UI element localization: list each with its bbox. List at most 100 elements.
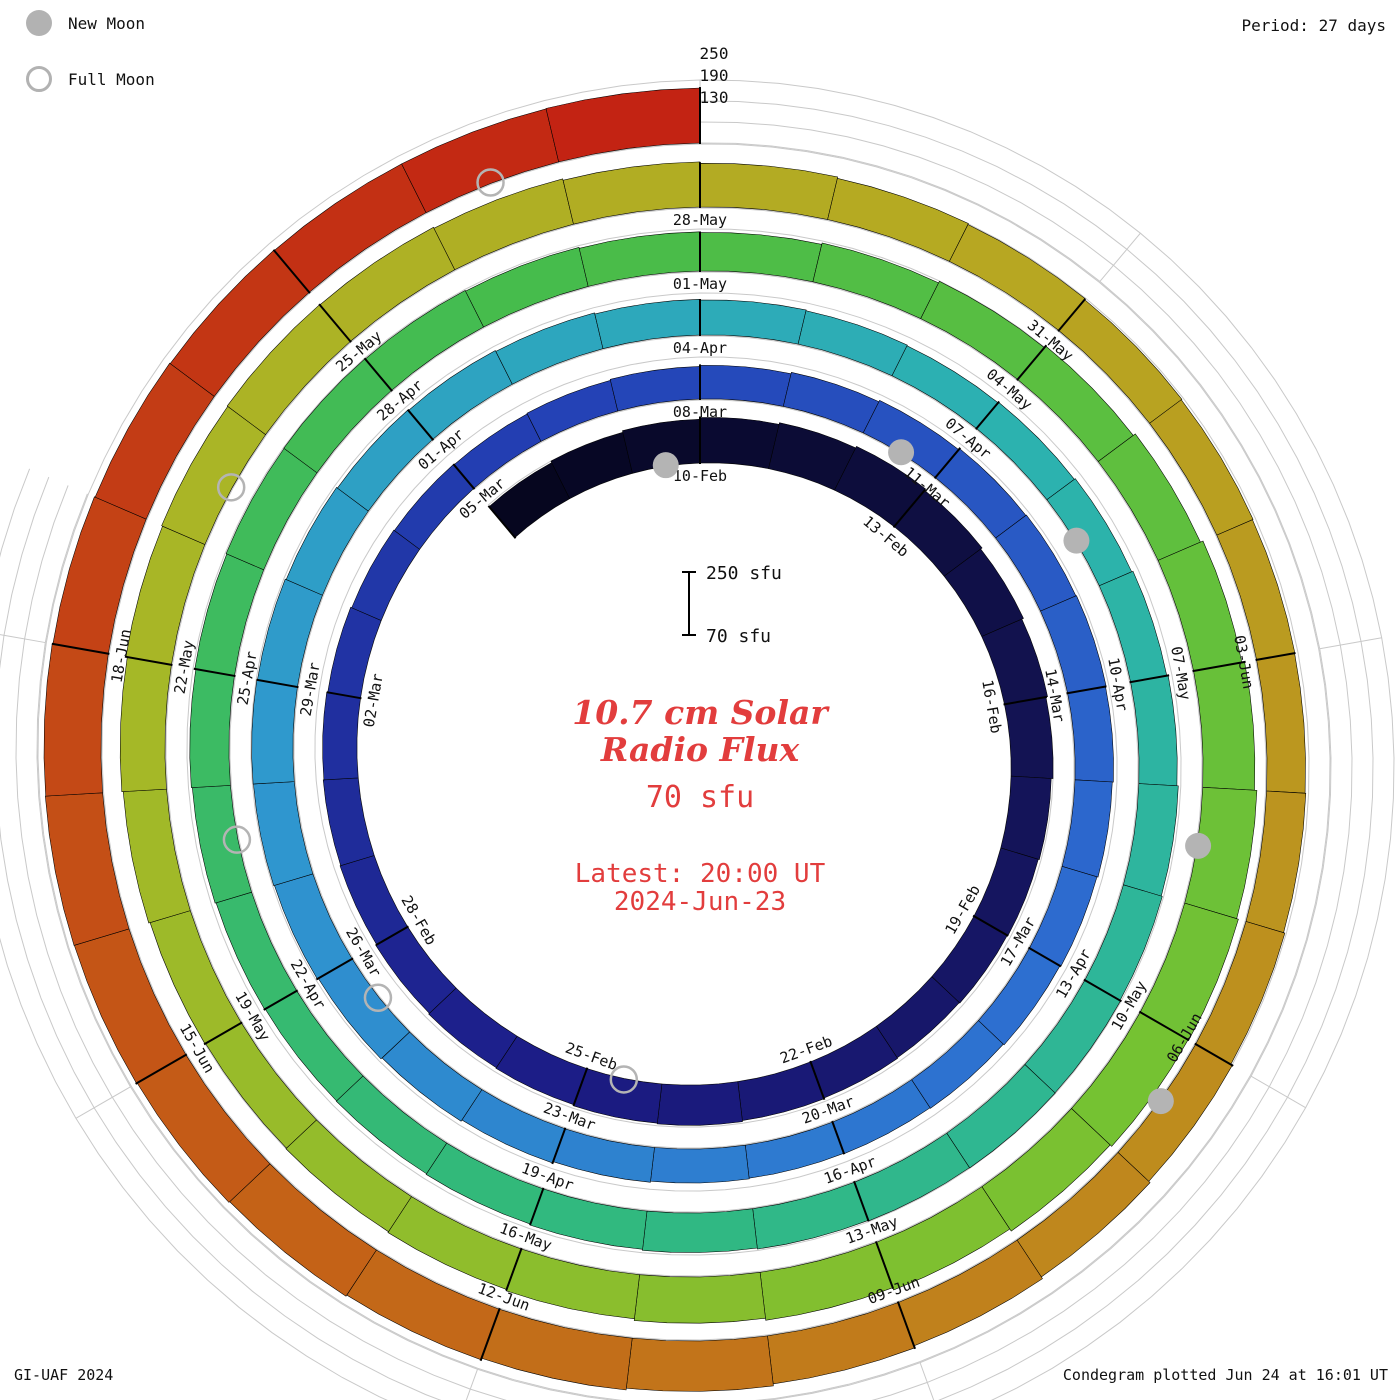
flux-day-cell — [699, 299, 807, 345]
flux-day-cell — [633, 1271, 766, 1324]
grid-radial-tick — [465, 1369, 478, 1400]
flux-day-cell — [1149, 399, 1254, 536]
flux-day-cell — [495, 1035, 588, 1106]
three-day-tick — [1057, 298, 1087, 332]
flux-day-cell — [562, 161, 701, 225]
date-label: 28-May — [673, 211, 727, 229]
flux-day-cell — [981, 1108, 1111, 1232]
grid-radial-tick — [919, 1362, 935, 1400]
chart-title-line2: Radio Flux — [600, 730, 800, 769]
full-moon-marker — [476, 168, 505, 197]
three-day-tick — [551, 1127, 567, 1165]
legend-full-moon-label: Full Moon — [68, 69, 155, 89]
three-day-tick — [326, 691, 362, 700]
flux-day-cell — [573, 1068, 663, 1124]
date-label: 01-May — [673, 275, 727, 293]
three-day-tick — [1194, 1042, 1234, 1067]
grid-radial-tick — [1099, 232, 1141, 282]
full-moon-marker — [609, 1065, 639, 1094]
flux-day-cell — [699, 163, 839, 220]
new-moon-marker — [1147, 1088, 1174, 1115]
three-day-tick — [487, 505, 517, 539]
flux-day-cell — [797, 310, 908, 377]
three-day-tick — [572, 1067, 589, 1107]
three-day-tick — [1129, 674, 1170, 684]
three-day-tick — [1083, 978, 1122, 1003]
three-day-tick — [896, 1301, 916, 1350]
latest-flux-value: 70 sfu — [645, 780, 755, 815]
latest-time: Latest: 20:00 UT — [574, 859, 826, 889]
full-moon-marker — [363, 983, 393, 1012]
scale-top-label: 250 sfu — [706, 563, 782, 584]
flux-day-cell — [1071, 1011, 1189, 1147]
flux-day-cell — [625, 1335, 774, 1392]
three-day-tick — [375, 925, 409, 947]
flux-day-cell — [827, 177, 969, 262]
three-day-tick — [1028, 946, 1062, 968]
flux-day-cell — [812, 242, 939, 319]
grid-radial-tick — [1319, 637, 1382, 650]
flux-scale-bar — [682, 571, 696, 636]
three-day-tick — [1138, 1010, 1190, 1042]
flux-day-cell — [699, 417, 780, 469]
three-day-ticks — [51, 87, 1296, 1362]
flux-day-cell — [327, 606, 382, 699]
flux-day-cell — [782, 371, 880, 434]
three-day-tick — [203, 1021, 243, 1046]
flux-day-cell — [946, 1064, 1056, 1169]
legend-new-moon: New Moon — [26, 8, 155, 38]
flux-day-cell — [1029, 866, 1098, 967]
three-day-tick — [452, 463, 476, 490]
flux-day-cell — [52, 496, 147, 655]
moon-legend: New Moon Full Moon — [26, 8, 155, 120]
flux-day-cell — [642, 1208, 758, 1253]
flux-day-cell — [505, 1248, 640, 1320]
radial-grid-label-190: 190 — [699, 66, 729, 85]
three-day-tick — [479, 1307, 501, 1362]
flux-day-cell — [1061, 779, 1113, 878]
flux-day-cell — [364, 290, 484, 391]
new-moon-marker — [888, 439, 915, 466]
flux-day-cell — [545, 87, 701, 163]
new-moon-marker — [1185, 832, 1212, 859]
grid-radial-tick — [1250, 1075, 1306, 1109]
flux-day-cell — [875, 1186, 1011, 1291]
moon-markers — [216, 168, 1212, 1115]
three-day-tick — [315, 957, 354, 981]
flux-day-cell — [931, 915, 1008, 1004]
three-day-tick — [263, 989, 299, 1011]
three-day-tick — [892, 488, 926, 528]
flux-day-cell — [893, 490, 983, 577]
flux-day-cell — [375, 926, 457, 1014]
radial-grid-label-250: 250 — [699, 44, 729, 63]
credit-label: GI-UAF 2024 — [14, 1366, 114, 1384]
flux-day-cell — [257, 578, 323, 688]
three-day-tick — [1016, 344, 1048, 381]
date-label: 08-Mar — [673, 403, 727, 421]
flux-day-cell — [285, 1119, 412, 1233]
date-label: 10-Feb — [673, 467, 727, 485]
radial-grid-label-130: 130 — [699, 88, 729, 107]
three-day-tick — [1003, 695, 1048, 706]
grid-spiral — [0, 79, 1395, 1400]
flux-day-cell — [911, 1020, 1004, 1109]
three-day-tick — [529, 1187, 545, 1226]
flux-day-cell — [339, 855, 408, 946]
flux-day-cell — [335, 1075, 448, 1175]
flux-day-cell — [465, 246, 589, 328]
flux-day-cell — [1004, 696, 1054, 779]
three-day-tick — [135, 1053, 188, 1085]
full-moon-icon — [26, 66, 52, 92]
period-label: Period: 27 days — [1241, 16, 1387, 35]
flux-day-cell — [94, 362, 215, 520]
new-moon-marker — [652, 452, 679, 479]
flux-day-cell — [949, 224, 1086, 331]
three-day-tick — [875, 1241, 895, 1290]
flux-day-cell — [834, 446, 927, 527]
three-day-tick — [975, 400, 1000, 430]
grid-radial-tick — [0, 634, 46, 644]
scale-bottom-label: 70 sfu — [706, 626, 772, 647]
three-day-tick — [933, 447, 962, 479]
